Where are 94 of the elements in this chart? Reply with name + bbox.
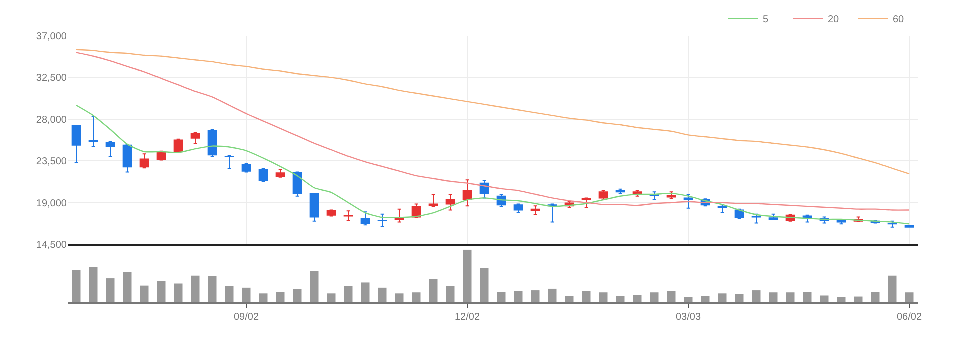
bar: [531, 290, 540, 302]
candlestick: [310, 194, 320, 222]
candlestick: [598, 190, 608, 200]
y-tick-label: 19,000: [36, 198, 68, 210]
bar: [429, 279, 438, 302]
bar: [310, 271, 319, 302]
bar: [548, 288, 557, 302]
bar: [684, 297, 693, 302]
bar: [650, 292, 659, 302]
y-tick-label: 28,000: [36, 114, 68, 126]
bar: [327, 294, 336, 302]
y-tick-label: 32,500: [36, 73, 68, 84]
bar: [157, 281, 166, 302]
bar: [208, 276, 217, 302]
line-series: [76, 49, 910, 175]
legend-label: 20: [828, 14, 840, 26]
y-tick-label: 23,500: [36, 156, 68, 168]
bar: [174, 284, 183, 302]
bar: [395, 294, 404, 302]
candlestick: [122, 144, 132, 173]
candlestick: [258, 168, 268, 182]
bar: [123, 272, 132, 302]
bar: [293, 289, 302, 302]
candlestick: [548, 204, 558, 223]
bar: [412, 292, 421, 302]
bar: [616, 296, 625, 302]
legend-label: 60: [893, 14, 905, 26]
candlestick: [344, 210, 354, 221]
x-tick-label: 03/03: [676, 312, 702, 323]
bar: [276, 292, 285, 302]
y-tick-label: 37,000: [36, 32, 68, 42]
candlestick: [72, 124, 82, 164]
bar: [344, 286, 353, 302]
bar: [786, 292, 795, 302]
candlestick: [242, 162, 252, 173]
bar: [854, 296, 863, 302]
bar: [242, 288, 251, 302]
candlestick: [190, 132, 200, 144]
line-series: [76, 52, 910, 211]
candlestick: [360, 212, 370, 226]
candlestick: [140, 154, 150, 169]
bar: [225, 286, 234, 302]
line-series: [76, 104, 910, 225]
candlestick: [208, 129, 218, 157]
bar: [803, 292, 812, 302]
candlestick: [462, 180, 472, 207]
bar: [140, 286, 149, 302]
candlestick: [428, 194, 438, 208]
bar: [480, 268, 489, 302]
bar: [463, 250, 472, 302]
candlestick: [530, 206, 540, 216]
bar: [259, 294, 268, 302]
bar: [888, 276, 897, 302]
candlestick: [292, 172, 302, 197]
bar: [701, 296, 710, 302]
candlestick: [684, 194, 694, 209]
candlestick: [514, 204, 524, 214]
y-tick-label: 14,500: [36, 240, 68, 252]
bar: [718, 294, 727, 302]
bar: [514, 291, 523, 302]
candlestick: [224, 155, 234, 170]
bar: [191, 276, 200, 302]
legend-label: 5: [763, 14, 769, 26]
candlestick: [326, 210, 336, 217]
bar: [752, 290, 761, 302]
candlestick: [718, 204, 728, 214]
x-tick-label: 12/02: [454, 312, 480, 323]
candlestick: [446, 194, 456, 211]
x-tick-label: 06/02: [896, 312, 922, 323]
candlestick: [276, 168, 286, 178]
candlestick: [768, 214, 778, 220]
bar: [633, 295, 642, 302]
bar: [89, 267, 98, 302]
bar: [72, 270, 81, 302]
bar: [871, 292, 880, 302]
candlestick: [106, 141, 116, 158]
candlestick: [378, 214, 388, 227]
bar: [905, 292, 914, 302]
bar: [106, 278, 115, 302]
bar: [820, 296, 829, 302]
candlestick: [666, 192, 676, 200]
bar: [565, 296, 574, 302]
bar: [378, 288, 387, 302]
bar: [599, 292, 608, 302]
bar: [667, 291, 676, 302]
bar: [446, 286, 455, 302]
bar: [497, 292, 506, 302]
bar: [769, 292, 778, 302]
candlestick: [88, 116, 98, 148]
bar: [361, 282, 370, 302]
bar: [837, 297, 846, 302]
bar: [582, 291, 591, 302]
bar: [735, 294, 744, 302]
x-tick-label: 09/02: [234, 312, 260, 323]
